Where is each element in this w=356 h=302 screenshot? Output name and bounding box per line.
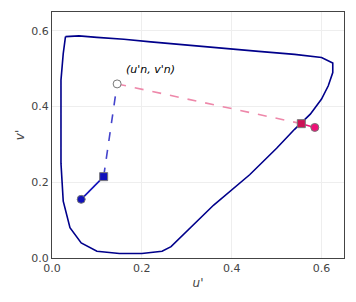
- svg-text:0.0: 0.0: [31, 252, 49, 265]
- svg-text:0.6: 0.6: [313, 262, 331, 275]
- svg-text:(u'n, v'n): (u'n, v'n): [126, 63, 175, 76]
- svg-text:0.0: 0.0: [43, 262, 61, 275]
- svg-text:u': u': [193, 276, 204, 290]
- svg-text:0.2: 0.2: [133, 262, 151, 275]
- svg-text:0.6: 0.6: [31, 25, 49, 38]
- svg-text:0.4: 0.4: [223, 262, 241, 275]
- svg-text:0.2: 0.2: [31, 176, 49, 189]
- svg-text:v': v': [13, 130, 27, 140]
- svg-text:0.4: 0.4: [31, 100, 49, 113]
